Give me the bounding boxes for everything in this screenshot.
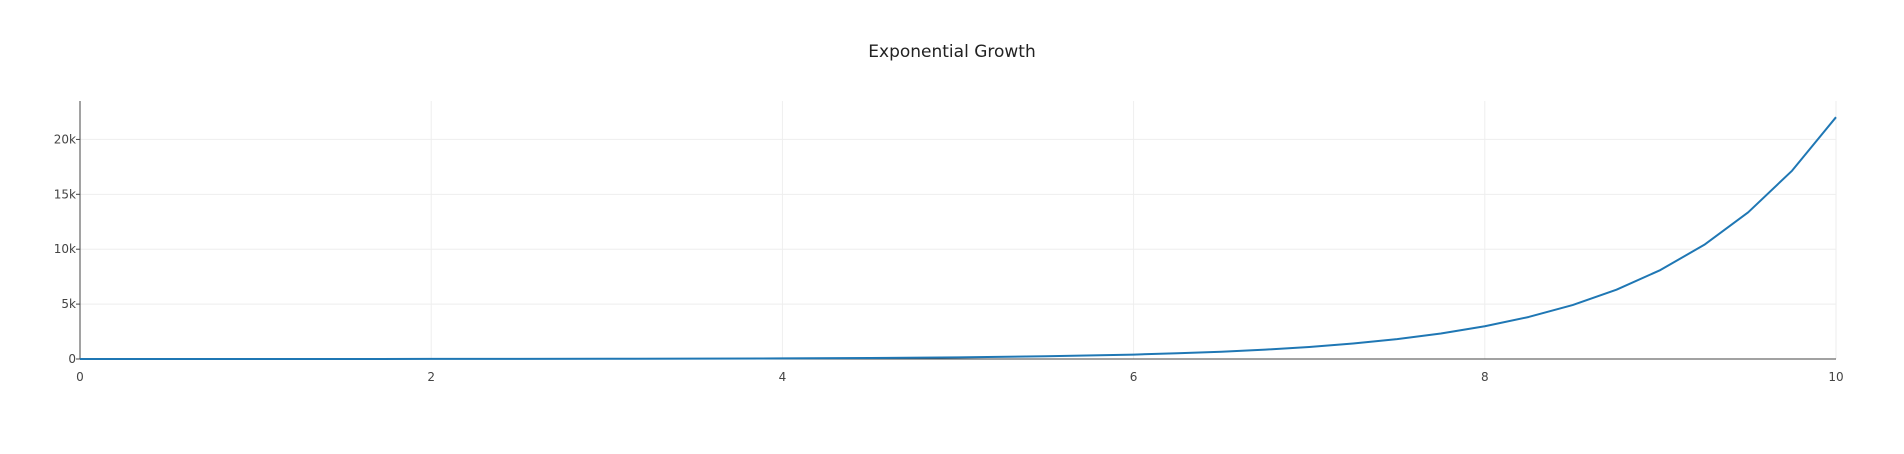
- y-tick-label: 15k: [54, 187, 76, 201]
- x-tick-label: 10: [1828, 370, 1843, 384]
- chart-title: Exponential Growth: [868, 42, 1035, 62]
- x-tick-label: 2: [427, 370, 435, 384]
- y-tick-label: 0: [68, 352, 76, 366]
- x-tick-label: 4: [779, 370, 787, 384]
- series-line: [79, 116, 1837, 360]
- y-tick-label: 10k: [54, 242, 76, 256]
- grid: [80, 101, 1837, 359]
- x-tick-label: 6: [1130, 370, 1138, 384]
- series-layer: [79, 116, 1837, 360]
- y-tick-label: 5k: [61, 297, 76, 311]
- y-tick-label: 20k: [54, 132, 76, 146]
- tick-labels: 0 2 4 6 8 10 0 5k 10k 15k 20k: [54, 132, 1844, 384]
- x-tick-label: 0: [76, 370, 84, 384]
- x-tick-label: 8: [1481, 370, 1489, 384]
